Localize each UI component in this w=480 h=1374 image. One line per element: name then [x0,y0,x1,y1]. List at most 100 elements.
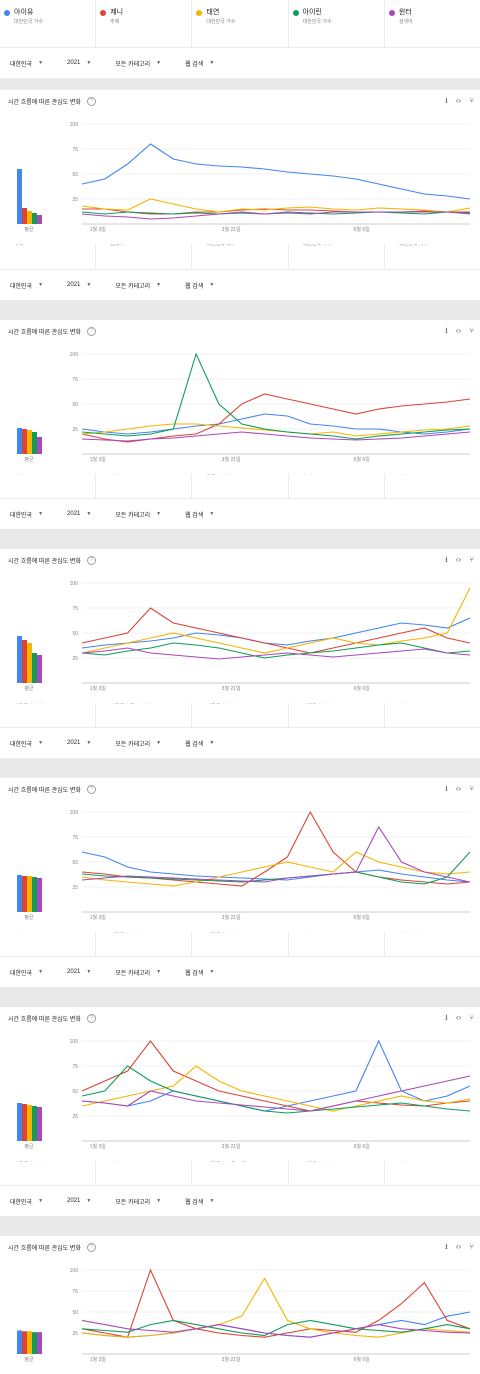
share-icon[interactable]: ⑂ [469,326,474,335]
average-bar [37,437,42,454]
share-icon[interactable]: ⑂ [469,1242,474,1251]
share-icon[interactable]: ⑂ [469,96,474,105]
x-tick-label: 3월 21일 [222,1356,241,1363]
y-tick-label: 75 [72,377,78,383]
share-icon[interactable]: ⑂ [469,1013,474,1022]
y-tick-label: 75 [72,1064,78,1070]
series-line [81,617,471,649]
filter-year-dropdown[interactable]: 2021 ▼ [67,60,91,66]
average-bar [37,878,42,912]
filter-search_type-dropdown[interactable]: 웹 검색 ▼ [185,281,214,290]
legend-item[interactable]: 아이유 대한민국 가수 [0,0,97,47]
download-icon[interactable]: ⭳ [445,1013,448,1022]
caret-down-icon: ▼ [38,969,44,975]
embed-icon[interactable]: ‹› [455,1242,462,1251]
help-icon[interactable]: ? [86,784,96,794]
help-icon[interactable]: ? [86,1242,96,1252]
filter-category-dropdown[interactable]: 모든 카테고리 ▼ [115,968,161,977]
caret-down-icon: ▼ [156,969,162,975]
y-tick-label: 25 [72,197,78,203]
caret-down-icon: ▼ [86,60,92,66]
x-tick-label: 6월 6일 [354,1356,371,1363]
filter-label: 모든 카테고리 [115,1199,151,1206]
filter-region-dropdown[interactable]: 대한민국 ▼ [10,281,43,290]
share-icon[interactable]: ⑂ [469,555,474,564]
caret-down-icon: ▼ [86,282,92,288]
embed-icon[interactable]: ‹› [455,784,462,793]
download-icon[interactable]: ⭳ [445,784,448,793]
download-icon[interactable]: ⭳ [445,1242,448,1251]
series-line [81,1268,471,1338]
y-tick-label: 50 [72,1089,78,1095]
filter-region-dropdown[interactable]: 대한민국 ▼ [10,1197,43,1206]
series-line [81,851,471,887]
interest-chart: 25 50 75 100 1월 3일 3월 21일 6월 6일 평균 [17,810,471,921]
filter-region-dropdown[interactable]: 대한민국 ▼ [10,739,43,748]
filter-category-dropdown[interactable]: 모든 카테고리 ▼ [115,1197,161,1206]
filter-region-dropdown[interactable]: 대한민국 ▼ [10,59,43,68]
series-line [81,413,471,435]
download-icon[interactable]: ⭳ [445,555,448,564]
caret-down-icon: ▼ [86,969,92,975]
filter-category-dropdown[interactable]: 모든 카테고리 ▼ [115,510,161,519]
filter-search_type-dropdown[interactable]: 웹 검색 ▼ [185,968,214,977]
filter-year-dropdown[interactable]: 2021 ▼ [67,511,91,517]
x-tick-label: 1월 3일 [90,685,107,692]
average-bar [17,875,22,912]
legend-term-name: 아이유 [14,9,34,16]
share-icon[interactable]: ⑂ [469,784,474,793]
card-header: 시간 흐름에 따른 관심도 변화? ⭳ ‹› ⑂ [0,320,480,342]
filter-search_type-dropdown[interactable]: 웹 검색 ▼ [185,510,214,519]
help-icon[interactable]: ? [86,555,96,565]
download-icon[interactable]: ⭳ [445,326,448,335]
filter-search_type-dropdown[interactable]: 웹 검색 ▼ [185,1197,214,1206]
download-icon[interactable]: ⭳ [445,96,448,105]
interest-chart: 25 50 75 100 1월 3일 3월 21일 6월 6일 평균 [17,1039,471,1150]
legend-item[interactable]: 아이린 대한민국 가수 [289,0,385,47]
filter-label: 대한민국 [10,283,33,290]
embed-icon[interactable]: ‹› [455,555,462,564]
legend-item[interactable]: 태연 대한민국 가수 [192,0,289,47]
filter-label: 대한민국 [10,512,33,519]
y-tick-label: 50 [72,860,78,866]
average-bar [22,1331,27,1354]
embed-icon[interactable]: ‹› [455,326,462,335]
filter-year-dropdown[interactable]: 2021 ▼ [67,1198,91,1204]
average-label: 평균 [24,226,34,233]
help-icon[interactable]: ? [86,96,96,106]
filter-label: 웹 검색 [185,1199,204,1206]
filter-search_type-dropdown[interactable]: 웹 검색 ▼ [185,739,214,748]
filter-region-dropdown[interactable]: 대한민국 ▼ [10,510,43,519]
x-tick-label: 6월 6일 [354,914,371,921]
average-bar [32,432,37,454]
filter-category-dropdown[interactable]: 모든 카테고리 ▼ [115,59,161,68]
legend-item[interactable]: 제니 주제 [96,0,193,47]
average-bar [37,655,42,683]
filter-region-dropdown[interactable]: 대한민국 ▼ [10,968,43,977]
filter-category-dropdown[interactable]: 모든 카테고리 ▼ [115,739,161,748]
embed-icon[interactable]: ‹› [455,96,462,105]
filter-year-dropdown[interactable]: 2021 ▼ [67,740,91,746]
y-tick-label: 50 [72,631,78,637]
average-bar [27,1331,32,1354]
help-icon[interactable]: ? [86,326,96,336]
average-bar [17,636,22,683]
card-header: 시간 흐름에 따른 관심도 변화? ⭳ ‹› ⑂ [0,1007,480,1029]
caret-down-icon: ▼ [156,511,162,517]
filter-label: 웹 검색 [185,283,204,290]
series-line [81,1319,471,1338]
filter-year-dropdown[interactable]: 2021 ▼ [67,282,91,288]
average-bar [17,169,22,224]
legend-term-type: 대한민국 가수 [398,241,428,247]
filter-year-dropdown[interactable]: 2021 ▼ [67,969,91,975]
y-tick-label: 75 [72,606,78,612]
caret-down-icon: ▼ [156,1198,162,1204]
y-tick-label: 75 [72,1289,78,1295]
embed-icon[interactable]: ‹› [455,1013,462,1022]
filter-label: 대한민국 [10,1199,33,1206]
filter-category-dropdown[interactable]: 모든 카테고리 ▼ [115,281,161,290]
filter-search_type-dropdown[interactable]: 웹 검색 ▼ [185,59,214,68]
help-icon[interactable]: ? [86,1013,96,1023]
legend-item[interactable]: 윈터 검색어 [385,0,480,47]
series-line [81,1039,471,1112]
